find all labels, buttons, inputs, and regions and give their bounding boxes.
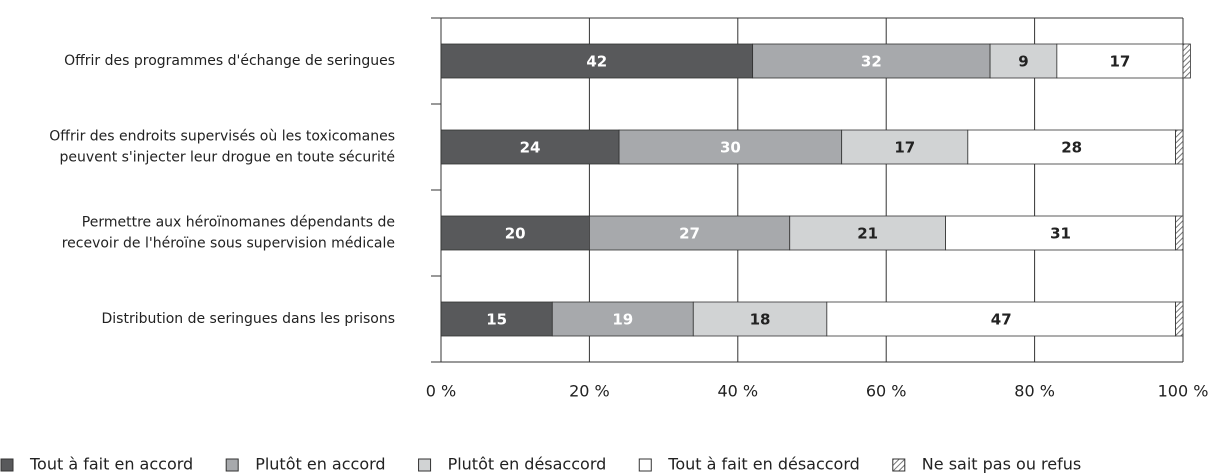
- value-label: 47: [991, 311, 1012, 329]
- value-label: 30: [720, 139, 741, 157]
- value-label: 42: [586, 53, 607, 71]
- value-label: 21: [857, 225, 878, 243]
- value-label: 27: [679, 225, 700, 243]
- legend-label: Plutôt en désaccord: [448, 455, 607, 474]
- bar-segment: [440, 215, 590, 251]
- value-label: 17: [1109, 53, 1130, 71]
- value-label: 28: [1061, 139, 1082, 157]
- legend-swatch: [225, 458, 239, 472]
- category-label: Permettre aux héroïnomanes dépendants de…: [62, 215, 395, 252]
- bar-segment: [989, 43, 1058, 79]
- bar-segment: [1182, 43, 1191, 79]
- legend-swatch: [892, 458, 906, 472]
- category-label: Distribution de seringues dans les priso…: [101, 311, 395, 327]
- x-tick-label: 80 %: [1014, 382, 1055, 401]
- bar-segment: [967, 129, 1176, 165]
- bar-segment: [841, 129, 969, 165]
- legend-label: Tout à fait en désaccord: [667, 455, 860, 474]
- x-tick-label: 20 %: [569, 382, 610, 401]
- x-tick-label: 0 %: [426, 382, 456, 401]
- bar-segment: [1175, 301, 1184, 337]
- value-label: 19: [612, 311, 633, 329]
- bar-segment: [440, 301, 553, 337]
- bar-segment: [826, 301, 1176, 337]
- bar-segment: [1175, 215, 1184, 251]
- bar-segment: [589, 215, 791, 251]
- category-label: Offrir des programmes d'échange de serin…: [64, 53, 395, 69]
- bar-segment: [692, 301, 828, 337]
- value-label: 18: [750, 311, 771, 329]
- bar-segment: [618, 129, 843, 165]
- value-label: 17: [894, 139, 915, 157]
- bar-segment: [1175, 129, 1184, 165]
- bar-segment: [945, 215, 1176, 251]
- value-label: 20: [505, 225, 526, 243]
- category-line: peuvent s'injecter leur drogue en toute …: [60, 150, 395, 166]
- legend-label: Tout à fait en accord: [29, 455, 193, 474]
- bar-segment: [789, 215, 946, 251]
- x-tick-label: 40 %: [717, 382, 758, 401]
- x-tick-label: 60 %: [866, 382, 907, 401]
- x-tick-label: 100 %: [1158, 382, 1209, 401]
- category-line: Offrir des endroits supervisés où les to…: [49, 129, 395, 145]
- value-label: 9: [1018, 53, 1028, 71]
- category-line: recevoir de l'héroïne sous supervision m…: [62, 236, 395, 252]
- category-label: Offrir des endroits supervisés où les to…: [49, 129, 395, 166]
- value-label: 15: [486, 311, 507, 329]
- legend-label: Ne sait pas ou refus: [922, 455, 1081, 474]
- value-label: 32: [861, 53, 882, 71]
- value-label: 24: [520, 139, 541, 157]
- bar-segment: [551, 301, 694, 337]
- legend-label: Plutôt en accord: [255, 455, 385, 474]
- legend-swatch: [418, 458, 432, 472]
- category-line: Offrir des programmes d'échange de serin…: [64, 53, 395, 69]
- legend-swatch: [638, 458, 652, 472]
- category-line: Distribution de seringues dans les priso…: [101, 311, 395, 327]
- bar-segment: [440, 129, 620, 165]
- legend-swatch: [0, 458, 14, 472]
- category-line: Permettre aux héroïnomanes dépendants de: [82, 215, 395, 231]
- value-label: 31: [1050, 225, 1071, 243]
